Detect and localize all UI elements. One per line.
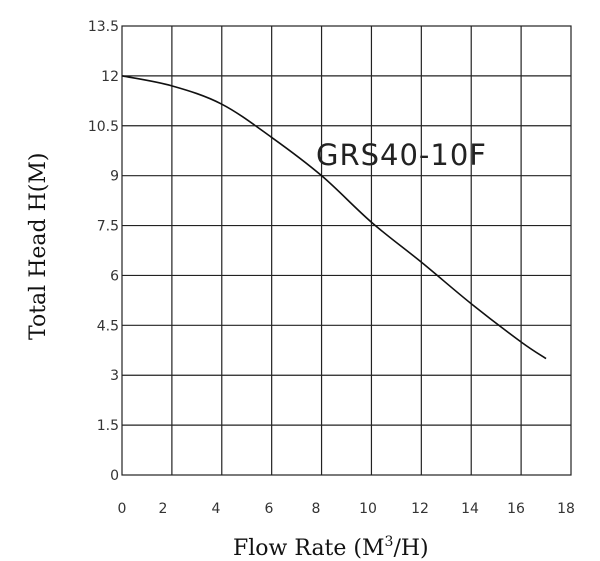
- x-tick-label: 0: [118, 501, 127, 517]
- x-tick-label: 18: [557, 501, 575, 517]
- y-tick-label: 3: [110, 368, 119, 384]
- y-tick-label: 0: [110, 468, 119, 484]
- horizontal-gridlines: [122, 75, 571, 426]
- y-tick-label: 13.5: [88, 19, 119, 35]
- x-axis-title-main: Flow Rate (M: [233, 536, 385, 561]
- x-axis-title-tail: /H): [393, 536, 428, 561]
- y-tick-label: 1.5: [97, 418, 119, 434]
- series-label: GRS40-10F: [316, 138, 487, 172]
- y-tick-label: 9: [110, 169, 119, 185]
- x-tick-label: 8: [312, 501, 321, 517]
- y-axis-ticks: 0 1.5 3 4.5 6 7.5 9 10.5 12 13.5: [88, 19, 119, 484]
- y-tick-label: 7.5: [97, 219, 119, 235]
- plot-frame: [121, 25, 572, 476]
- vertical-gridlines: [171, 26, 522, 475]
- x-axis-title: Flow Rate (M3/H): [233, 534, 429, 561]
- y-tick-label: 6: [110, 268, 119, 284]
- y-tick-label: 10.5: [88, 119, 119, 135]
- x-tick-label: 16: [507, 501, 525, 517]
- x-tick-label: 10: [359, 501, 377, 517]
- series-curve: [121, 75, 547, 360]
- x-tick-label: 6: [265, 501, 274, 517]
- x-tick-label: 2: [159, 501, 168, 517]
- x-tick-label: 4: [212, 501, 221, 517]
- x-axis-title-superscript: 3: [385, 534, 394, 550]
- y-tick-label: 12: [101, 69, 119, 85]
- y-tick-label: 4.5: [97, 318, 119, 334]
- x-tick-label: 12: [411, 501, 429, 517]
- x-tick-label: 14: [461, 501, 479, 517]
- x-axis-ticks: 0 2 4 6 8 10 12 14 16 18: [118, 501, 575, 517]
- y-axis-title: Total Head H(M): [26, 153, 51, 340]
